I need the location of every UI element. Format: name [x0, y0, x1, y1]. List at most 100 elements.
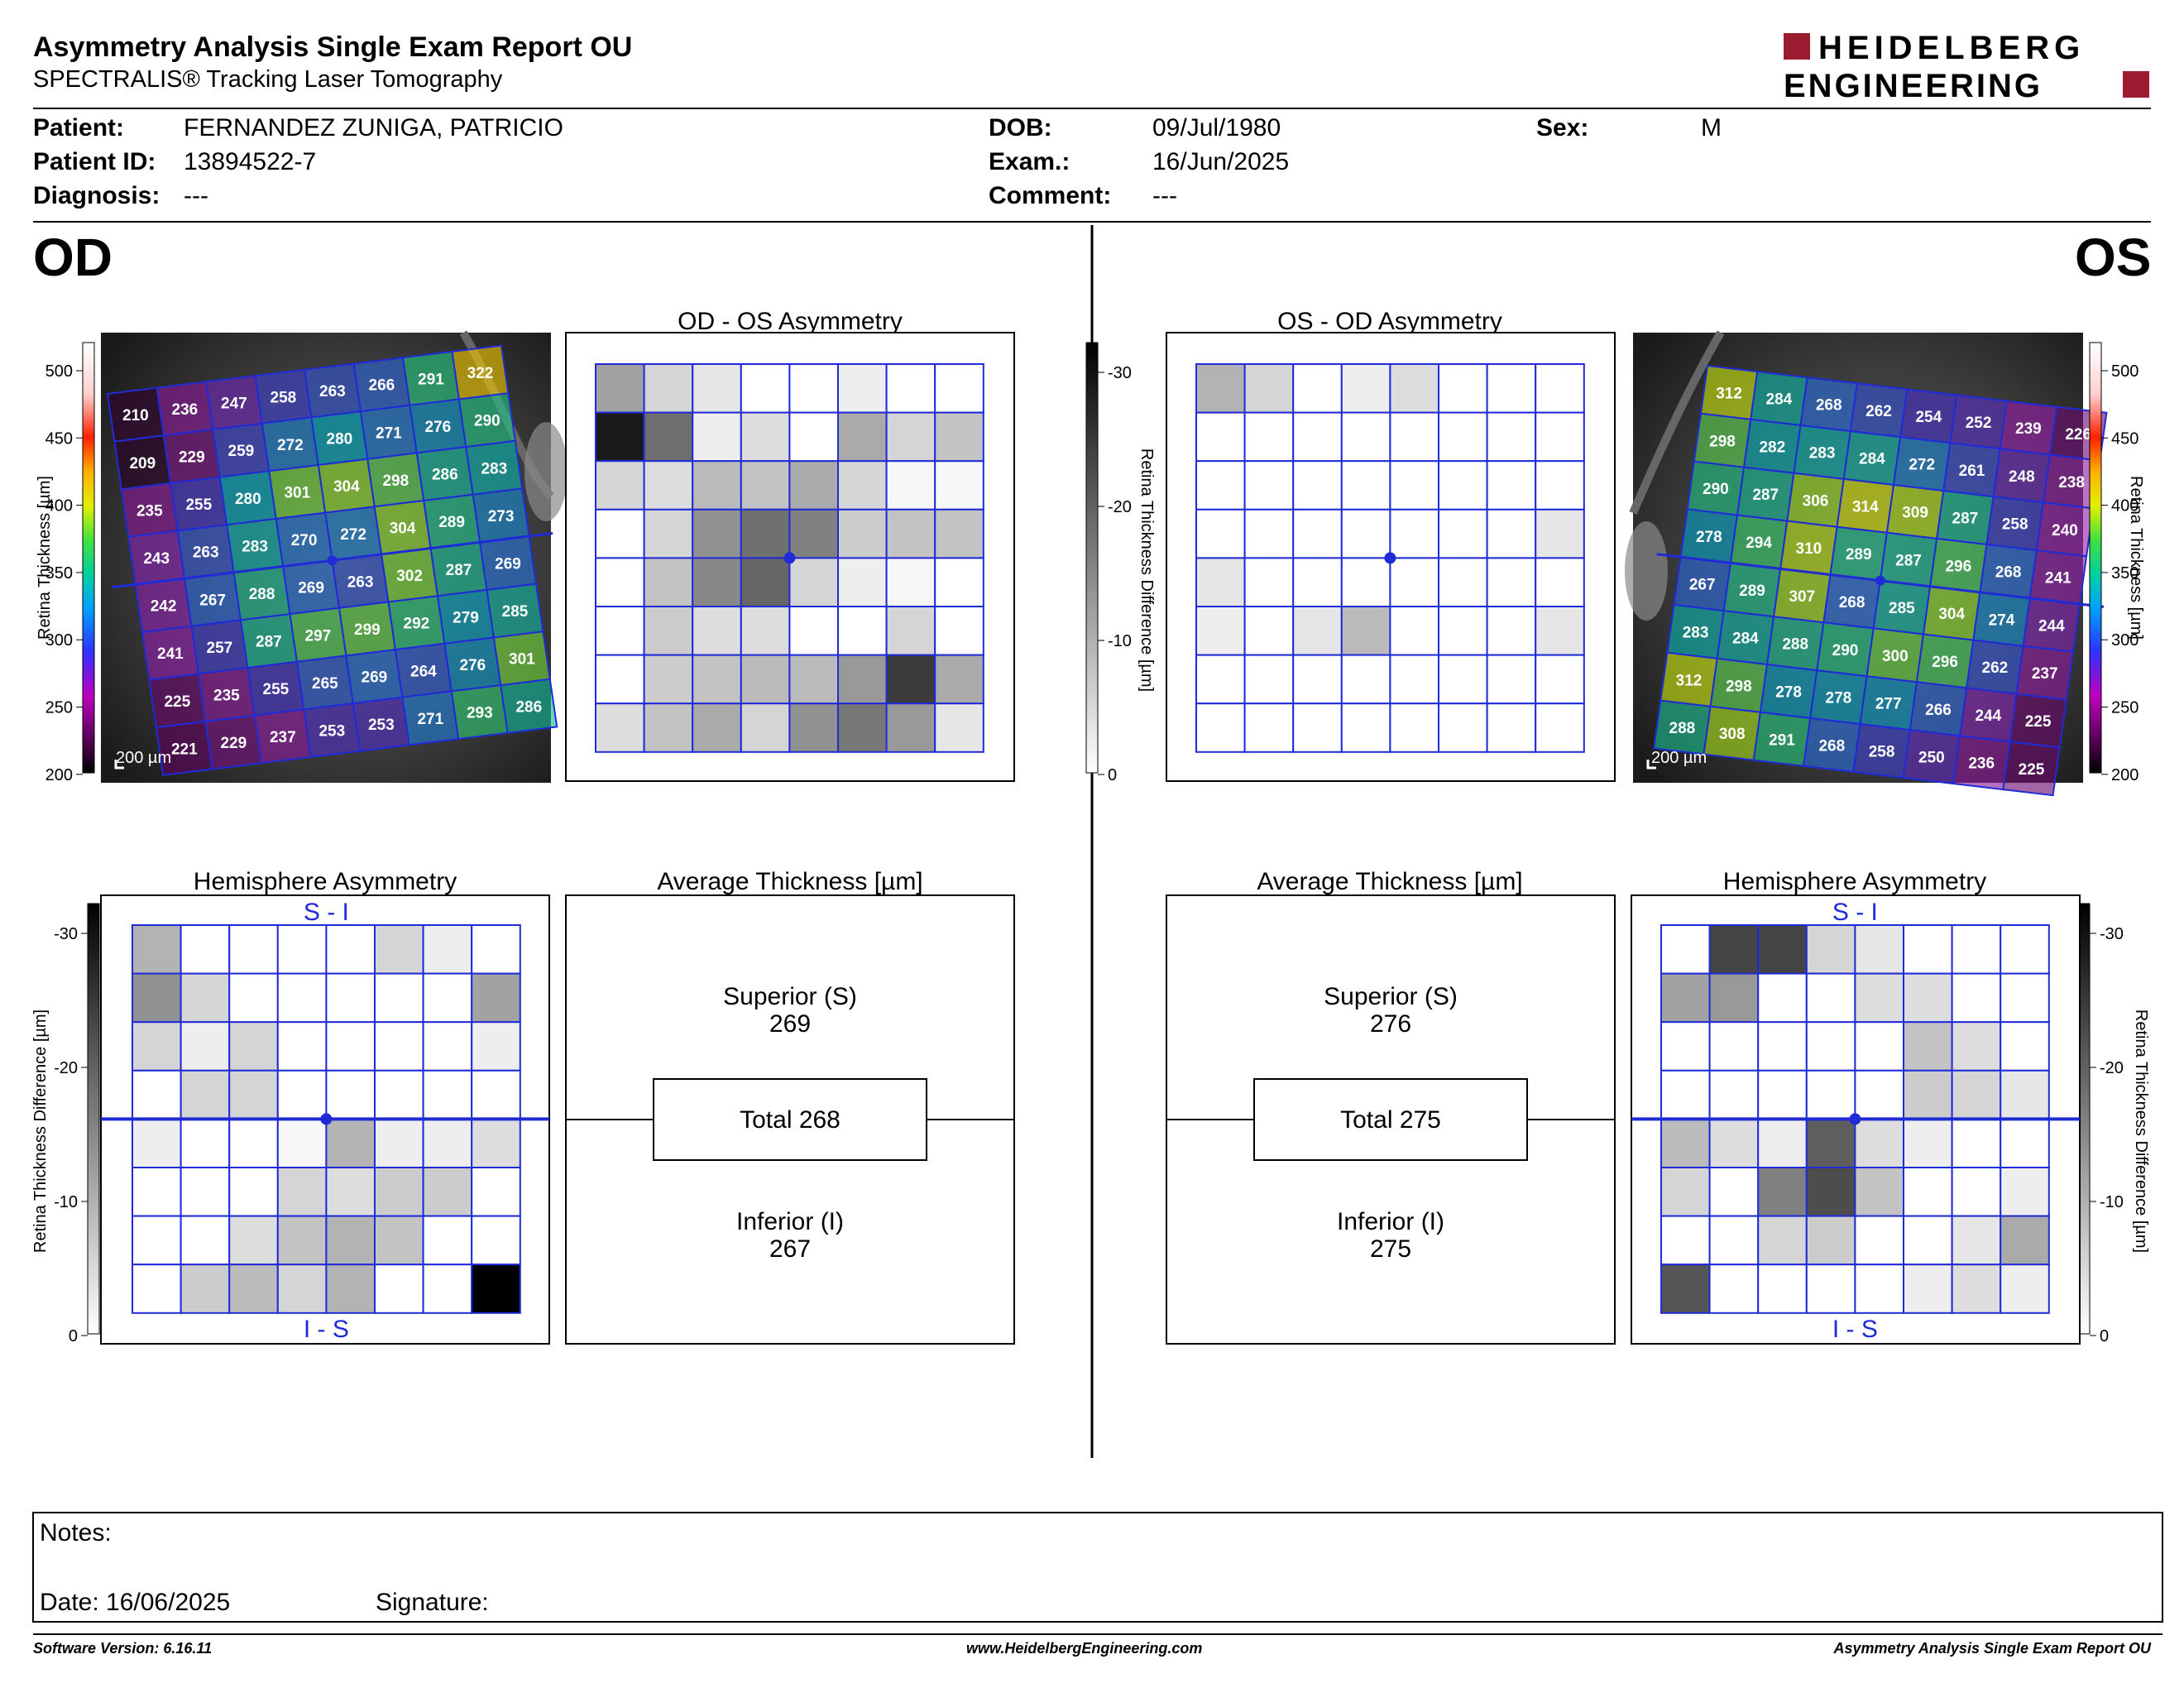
od-inferior-value: 267: [769, 1235, 811, 1263]
os-hemi-asymmetry-cell: [2000, 924, 2050, 975]
os-thickness-value: 236: [1968, 755, 1995, 773]
os-thickness-value: 258: [2002, 516, 2028, 534]
od-thickness-value: 299: [354, 621, 381, 639]
od-thickness-value: 288: [249, 586, 275, 603]
center-difference-scale: -30 -20 -10 0 Retina Thickness Difference [µ…: [1085, 342, 1156, 784]
od-thickness-value: 280: [235, 491, 261, 508]
os-thickness-value: 291: [1769, 731, 1795, 749]
os-hemi-asymmetry-cell: [1854, 924, 1904, 975]
od-hemi-asymmetry-cell: [132, 972, 182, 1024]
difference-tick-label: -20: [1108, 498, 1132, 516]
footer-software-version: Software Version: 6.16.11: [33, 1640, 213, 1657]
od-os-asymmetry-cell: [692, 703, 742, 753]
od-os-asymmetry-cell: [885, 606, 936, 656]
os-od-asymmetry-cell: [1340, 508, 1391, 559]
os-thickness-value: 268: [1818, 737, 1845, 755]
os-hemi-asymmetry-cell: [1708, 1118, 1760, 1169]
od-hemi-asymmetry-cell: [132, 1264, 182, 1314]
os-thickness-value: 250: [1918, 750, 1945, 767]
os-thickness-scale: 500 450 400 350 300 250 200 Retina Thickness [µ…: [2089, 342, 2145, 784]
od-hemi-asymmetry-cell: [180, 1118, 231, 1169]
os-thickness-value: 241: [2045, 570, 2071, 587]
thickness-tick-label: 450: [2111, 429, 2138, 448]
os-thickness-value: 278: [1826, 690, 1852, 707]
od-hemi-asymmetry-cell: [422, 1167, 473, 1217]
os-od-asymmetry-cell: [1195, 654, 1246, 705]
od-thickness-value: 243: [143, 550, 170, 568]
notes-label: Notes:: [40, 1519, 112, 1547]
thickness-axis-label: Retina Thickness [µm]: [2127, 476, 2145, 640]
os-total-value: Total 275: [1340, 1106, 1441, 1134]
od-os-asymmetry-cell: [885, 508, 936, 559]
od-hemi-asymmetry-cell: [132, 1069, 182, 1120]
thickness-tick-label: 350: [46, 564, 73, 583]
os-od-asymmetry-cell: [1486, 460, 1537, 511]
os-thickness-value: 277: [1875, 696, 1902, 713]
od-os-asymmetry-cell: [788, 654, 840, 705]
od-hemi-asymmetry-cell: [374, 1069, 424, 1120]
os-od-asymmetry-cell: [1486, 654, 1537, 705]
os-hemi-asymmetry-cell: [1660, 1167, 1711, 1217]
os-thickness-value: 274: [1989, 611, 2015, 629]
os-hemi-asymmetry-cell: [1854, 972, 1904, 1024]
os-od-asymmetry-cell: [1340, 411, 1391, 463]
os-vessel: [1629, 330, 1725, 515]
thickness-tick-label: 400: [2111, 497, 2138, 516]
os-od-center-marker: [1384, 552, 1396, 564]
os-thickness-value: 272: [1909, 457, 1935, 474]
od-thickness-value: 235: [136, 502, 163, 520]
os-thickness-value: 296: [1932, 654, 1958, 671]
od-os-asymmetry-cell: [934, 557, 984, 608]
thickness-axis-label: Retina Thickness [µm]: [36, 476, 54, 640]
os-od-asymmetry-cell: [1535, 557, 1585, 608]
od-thickness-value: 210: [122, 407, 149, 424]
os-hemisphere-title: Hemisphere Asymmetry: [1723, 868, 1986, 895]
os-od-asymmetry-cell: [1535, 460, 1585, 511]
od-os-asymmetry-cell: [934, 460, 984, 511]
od-hemi-asymmetry-cell: [180, 1264, 231, 1314]
od-os-asymmetry-cell: [885, 654, 936, 705]
patient-label: Patient:: [33, 114, 125, 141]
os-hemi-asymmetry-cell: [1951, 972, 2002, 1024]
os-od-asymmetry-cell: [1389, 703, 1440, 753]
od-os-asymmetry-cell: [740, 703, 791, 753]
difference-tick-label: -20: [54, 1059, 78, 1077]
od-os-asymmetry-cell: [740, 508, 791, 559]
os-hemi-asymmetry-cell: [1708, 1021, 1760, 1072]
od-hemi-asymmetry-cell: [228, 1069, 279, 1120]
os-hemi-asymmetry-cell: [1854, 1215, 1904, 1266]
patient-name: FERNANDEZ ZUNIGA, PATRICIO: [184, 114, 563, 141]
od-hemisphere-asymmetry-grid: S - I I - S: [100, 894, 550, 1345]
os-od-asymmetry-cell: [1486, 606, 1537, 656]
od-os-asymmetry-title: OD - OS Asymmetry: [678, 308, 903, 335]
comment-value: ---: [1152, 182, 1177, 209]
report-title: Asymmetry Analysis Single Exam Report OU: [33, 31, 633, 63]
os-hemi-asymmetry-cell: [1854, 1264, 1904, 1314]
od-os-asymmetry-cell: [788, 411, 840, 463]
os-hemi-asymmetry-cell: [1805, 1167, 1856, 1217]
difference-tick-label: -30: [54, 925, 78, 943]
od-hemi-asymmetry-cell: [325, 1167, 376, 1217]
os-od-asymmetry-cell: [1340, 363, 1391, 414]
od-thickness-value: 237: [270, 729, 296, 746]
report-subtitle: SPECTRALIS® Tracking Laser Tomography: [33, 66, 503, 93]
od-os-asymmetry-cell: [692, 654, 742, 705]
os-superior-label: Superior (S): [1324, 983, 1458, 1010]
difference-tick-label: -10: [54, 1193, 78, 1211]
od-thickness-value: 283: [242, 538, 268, 555]
os-fovea-marker: [1875, 575, 1885, 586]
diagnosis-value: ---: [184, 182, 208, 209]
os-optic-disc: [1625, 521, 1668, 621]
od-hemi-asymmetry-cell: [228, 1167, 279, 1217]
os-thickness-value: 226: [2065, 426, 2091, 444]
os-thickness-value: 298: [1726, 678, 1752, 695]
os-hemi-asymmetry-cell: [1805, 924, 1856, 975]
os-thickness-value: 287: [1895, 552, 1922, 569]
difference-axis-label: Retina Thickness Difference [µm]: [1138, 448, 1156, 692]
os-od-asymmetry-cell: [1438, 703, 1488, 753]
os-hemi-asymmetry-cell: [1757, 1021, 1808, 1072]
logo-line2: ENGINEERING: [1784, 68, 2043, 104]
os-thickness-value: 309: [1902, 505, 1928, 522]
os-hemi-asymmetry-cell: [1708, 1069, 1760, 1120]
od-hemi-asymmetry-cell: [276, 1264, 328, 1314]
